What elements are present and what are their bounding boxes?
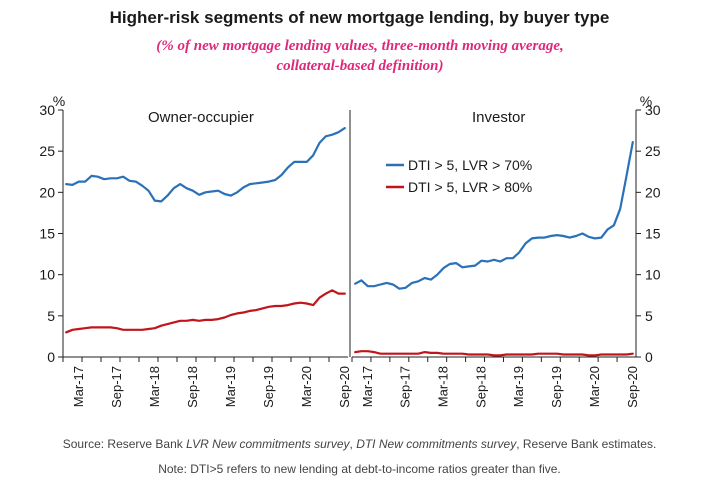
x-tick-label: Mar-20 bbox=[587, 366, 602, 407]
x-tick-label: Sep-19 bbox=[261, 366, 276, 408]
x-tick-label: Mar-18 bbox=[436, 366, 451, 407]
y-tick-label-left: 20 bbox=[39, 184, 55, 200]
x-tick-label: Sep-20 bbox=[337, 366, 352, 408]
y-tick-label-left: 10 bbox=[39, 267, 55, 283]
x-tick-label: Sep-20 bbox=[625, 366, 640, 408]
y-unit-left: % bbox=[53, 93, 65, 109]
source-prefix: Source: Reserve Bank bbox=[62, 437, 187, 451]
source-survey-1: LVR New commitments survey bbox=[186, 437, 350, 451]
y-tick-label-right: 15 bbox=[645, 226, 661, 242]
x-tick-label: Mar-19 bbox=[223, 366, 238, 407]
x-tick-label: Mar-17 bbox=[360, 366, 375, 407]
y-tick-label-right: 5 bbox=[645, 308, 653, 324]
panel-title-0: Owner-occupier bbox=[148, 109, 254, 126]
x-tick-label: Mar-19 bbox=[511, 366, 526, 407]
series-line-owner-lvr80 bbox=[65, 289, 346, 334]
x-tick-label: Mar-17 bbox=[71, 366, 86, 407]
series-line-investor-lvr70 bbox=[354, 141, 634, 290]
legend-label-0: DTI > 5, LVR > 70% bbox=[408, 157, 532, 173]
series-line-investor-lvr80 bbox=[354, 350, 634, 357]
y-tick-label-right: 25 bbox=[645, 143, 661, 159]
source-note: Source: Reserve Bank LVR New commitments… bbox=[0, 437, 719, 451]
x-tick-label: Sep-17 bbox=[109, 366, 124, 408]
chart-title: Higher-risk segments of new mortgage len… bbox=[109, 8, 610, 27]
y-tick-label-right: 0 bbox=[645, 349, 653, 365]
y-unit-right: % bbox=[640, 93, 652, 109]
x-tick-label: Mar-18 bbox=[147, 366, 162, 407]
y-tick-label-left: 15 bbox=[39, 226, 55, 242]
source-suffix: , Reserve Bank estimates. bbox=[516, 437, 657, 451]
y-tick-label-left: 0 bbox=[47, 349, 55, 365]
x-tick-label: Mar-20 bbox=[299, 366, 314, 407]
legend-label-1: DTI > 5, LVR > 80% bbox=[408, 179, 532, 195]
y-tick-label-left: 5 bbox=[47, 308, 55, 324]
x-tick-label: Sep-19 bbox=[549, 366, 564, 408]
x-tick-label: Sep-17 bbox=[398, 366, 413, 408]
y-tick-label-right: 30 bbox=[645, 102, 661, 118]
y-tick-label-right: 10 bbox=[645, 267, 661, 283]
footnote: Note: DTI>5 refers to new lending at deb… bbox=[158, 462, 561, 476]
chart-canvas: Owner-occupier 0 5 10 15 20 25 30% Mar-17 Sep-17 M… bbox=[39, 93, 661, 408]
panel-title-1: Investor bbox=[472, 109, 525, 126]
x-tick-label: Sep-18 bbox=[473, 366, 488, 408]
series-line-owner-lvr70 bbox=[65, 127, 346, 203]
y-tick-label-left: 30 bbox=[39, 102, 55, 118]
source-survey-2: DTI New commitments survey bbox=[356, 437, 517, 451]
y-tick-label-left: 25 bbox=[39, 143, 55, 159]
x-tick-label: Sep-18 bbox=[185, 366, 200, 408]
source-separator: , bbox=[349, 437, 357, 451]
y-tick-label-right: 20 bbox=[645, 184, 661, 200]
chart-subtitle: (% of new mortgage lending values, three… bbox=[156, 38, 564, 74]
